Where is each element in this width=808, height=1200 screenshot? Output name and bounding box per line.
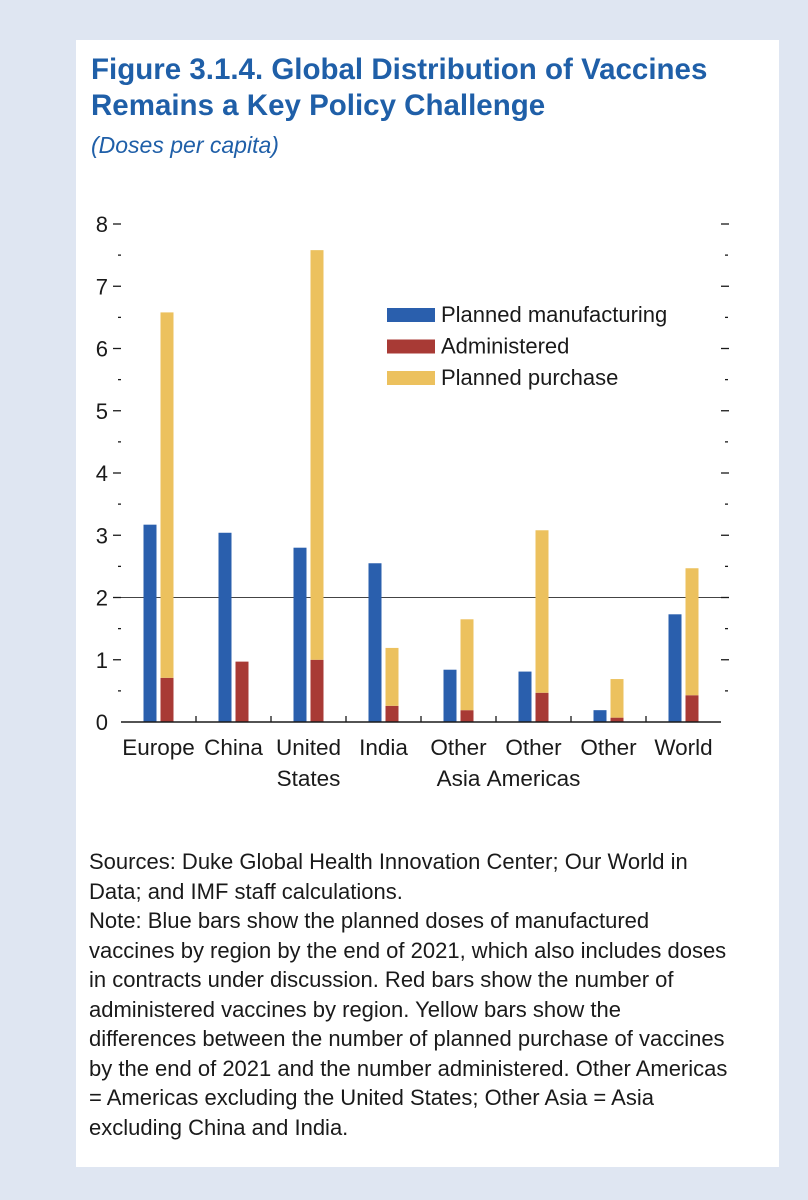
bar-administered [610, 717, 624, 722]
figure-title: Figure 3.1.4. Global Distribution of Vac… [91, 52, 771, 124]
bar-administered [535, 692, 549, 722]
x-category-label: World [654, 735, 712, 760]
x-category-label: Other [580, 735, 637, 760]
bar-planned-manufacturing [368, 563, 382, 722]
bar-administered [460, 710, 474, 722]
bar-planned-purchase [685, 568, 699, 696]
x-category-label: China [204, 735, 263, 760]
legend-label: Planned manufacturing [441, 302, 667, 327]
y-tick-label: 1 [96, 648, 108, 673]
y-tick-label: 4 [96, 461, 108, 486]
bar-planned-manufacturing [518, 671, 532, 722]
y-tick-label: 7 [96, 274, 108, 299]
y-tick-label: 2 [96, 586, 108, 611]
x-category-label: Other [505, 735, 562, 760]
bar-planned-manufacturing [143, 524, 157, 722]
bar-planned-purchase [610, 679, 624, 718]
figure-card: Figure 3.1.4. Global Distribution of Vac… [76, 40, 779, 1167]
y-tick-label: 0 [96, 710, 108, 735]
y-tick-label: 8 [96, 212, 108, 237]
bar-administered [685, 695, 699, 722]
x-category-label: Other [430, 735, 487, 760]
figure-title-line2: Remains a Key Policy Challenge [91, 89, 546, 122]
y-tick-label: 5 [96, 399, 108, 424]
figure-subtitle: (Doses per capita) [91, 132, 279, 158]
bar-planned-manufacturing [293, 547, 307, 722]
x-category-label: India [359, 735, 408, 760]
x-category-label: Europe [122, 735, 195, 760]
bar-administered [310, 659, 324, 722]
bar-planned-manufacturing [593, 710, 607, 722]
figure-notes: Sources: Duke Global Health Innovation C… [89, 847, 729, 1142]
x-category-label: United [276, 735, 341, 760]
x-category-label: Asia [437, 766, 481, 791]
x-category-label: Americas [487, 766, 581, 791]
note-text: Note: Blue bars show the planned doses o… [89, 908, 728, 1140]
y-tick-label: 3 [96, 523, 108, 548]
figure-title-line1: Figure 3.1.4. Global Distribution of Vac… [91, 53, 708, 86]
bar-planned-purchase [460, 619, 474, 711]
legend-swatch [387, 371, 435, 385]
bar-planned-manufacturing [668, 614, 682, 722]
bar-administered [160, 677, 174, 722]
bar-chart: 0 1 2 3 4 5 6 7 8 Europe China United States India Oth… [96, 212, 729, 791]
bar-planned-purchase [310, 250, 324, 660]
bar-planned-purchase [160, 312, 174, 678]
bar-planned-purchase [535, 530, 549, 693]
bar-planned-manufacturing [443, 669, 457, 722]
bar-administered [385, 705, 399, 722]
bar-administered [235, 661, 249, 722]
bar-planned-purchase [385, 647, 399, 706]
sources-text: Sources: Duke Global Health Innovation C… [89, 849, 688, 904]
legend-swatch [387, 339, 435, 354]
legend-label: Planned purchase [441, 365, 618, 390]
bar-planned-manufacturing [218, 532, 232, 722]
legend-label: Administered [441, 334, 569, 359]
y-tick-label: 6 [96, 337, 108, 362]
x-category-label: States [277, 766, 341, 791]
legend-swatch [387, 308, 435, 322]
